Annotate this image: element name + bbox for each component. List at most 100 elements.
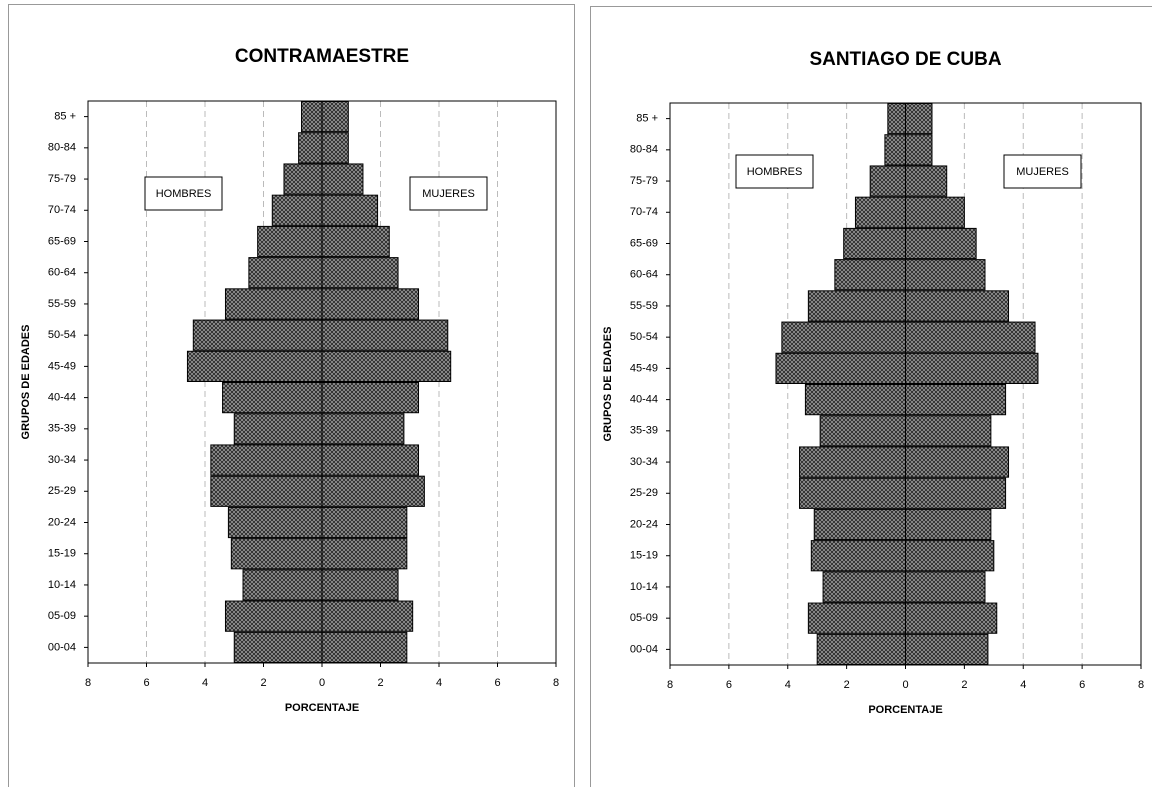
- y-tick-label: 50-54: [630, 331, 658, 343]
- y-tick-label: 85 +: [54, 111, 76, 123]
- legend-label: MUJERES: [1016, 166, 1069, 178]
- y-tick-label: 85 +: [636, 113, 658, 125]
- x-tick-label: 8: [553, 677, 559, 689]
- bar: [186, 350, 323, 382]
- bar: [905, 321, 1036, 353]
- panel-frame: [590, 6, 1152, 787]
- y-tick-label: 40-44: [48, 392, 76, 404]
- y-tick-label: 10-14: [48, 579, 76, 591]
- bar: [905, 540, 995, 572]
- legend-box: [144, 176, 223, 211]
- y-tick-label: 25-29: [630, 487, 658, 499]
- bar: [298, 132, 323, 164]
- bar: [905, 384, 1007, 416]
- bar: [321, 163, 364, 195]
- x-tick-label: 2: [961, 679, 967, 691]
- y-axis-label: GRUPOS DE EDADES: [602, 327, 614, 442]
- y-tick-label: 20-24: [48, 516, 76, 528]
- y-tick-label: 80-84: [48, 142, 76, 154]
- bar: [230, 538, 323, 570]
- bar: [807, 602, 907, 634]
- x-tick-label: 2: [844, 679, 850, 691]
- x-tick-label: 8: [85, 677, 91, 689]
- bar: [210, 444, 323, 476]
- legend-label: HOMBRES: [747, 166, 803, 178]
- x-tick-label: 6: [143, 677, 149, 689]
- x-tick-label: 4: [785, 679, 791, 691]
- bar: [905, 227, 977, 260]
- bar: [321, 631, 408, 663]
- y-tick-label: 70-74: [630, 206, 658, 218]
- y-tick-label: 30-34: [48, 454, 76, 466]
- bar: [905, 415, 992, 447]
- bar: [224, 600, 323, 632]
- bar: [799, 477, 907, 509]
- x-tick-label: 8: [667, 679, 673, 691]
- bar: [321, 382, 420, 414]
- x-tick-label: 6: [494, 677, 500, 689]
- y-tick-label: 35-39: [630, 425, 658, 437]
- bar: [905, 290, 1010, 322]
- x-tick-label: 4: [202, 677, 208, 689]
- y-axis-label: GRUPOS DE EDADES: [20, 325, 32, 440]
- bar: [799, 446, 907, 478]
- y-tick-label: 05-09: [48, 610, 76, 622]
- bar: [321, 538, 408, 570]
- y-tick-label: 15-19: [630, 550, 658, 562]
- bar: [321, 444, 420, 476]
- y-tick-label: 15-19: [48, 548, 76, 560]
- bar: [321, 319, 449, 351]
- bar: [822, 571, 907, 603]
- x-tick-label: 2: [377, 677, 383, 689]
- bar: [222, 382, 323, 414]
- bar: [321, 350, 452, 382]
- x-axis-label: PORCENTAJE: [868, 704, 942, 716]
- bar: [905, 103, 933, 135]
- bar: [233, 631, 323, 663]
- bar: [887, 103, 907, 135]
- bar: [321, 225, 390, 258]
- bar: [271, 194, 323, 226]
- bar: [321, 257, 399, 289]
- bar: [321, 600, 414, 632]
- bar: [321, 506, 408, 539]
- y-tick-label: 05-09: [630, 612, 658, 624]
- bar: [781, 321, 906, 353]
- bar: [905, 571, 986, 603]
- bar: [321, 194, 379, 226]
- bar: [210, 475, 323, 507]
- bar: [884, 134, 906, 166]
- bar: [854, 196, 906, 228]
- y-tick-label: 55-59: [630, 300, 658, 312]
- bar: [301, 101, 323, 133]
- legend-box: [1003, 154, 1082, 189]
- bar: [321, 475, 425, 507]
- legend-box: [735, 154, 814, 189]
- y-tick-label: 00-04: [630, 643, 658, 655]
- bar: [843, 227, 907, 260]
- bar: [321, 132, 349, 164]
- bar: [905, 134, 933, 166]
- y-tick-label: 45-49: [630, 362, 658, 374]
- bar: [905, 259, 986, 291]
- y-tick-label: 20-24: [630, 518, 658, 530]
- bar: [905, 446, 1010, 478]
- x-tick-label: 8: [1138, 679, 1144, 691]
- y-tick-label: 80-84: [630, 144, 658, 156]
- y-tick-label: 65-69: [48, 235, 76, 247]
- legend-label: HOMBRES: [156, 188, 212, 200]
- y-tick-label: 30-34: [630, 456, 658, 468]
- y-tick-label: 60-64: [630, 269, 658, 281]
- bar: [804, 384, 906, 416]
- bar: [905, 477, 1007, 509]
- bar: [775, 352, 906, 384]
- bar: [321, 569, 399, 601]
- y-tick-label: 50-54: [48, 329, 76, 341]
- y-tick-label: 45-49: [48, 360, 76, 372]
- bar: [224, 288, 323, 320]
- bar: [869, 165, 906, 197]
- x-axis-label: PORCENTAJE: [285, 702, 359, 714]
- x-tick-label: 0: [902, 679, 908, 691]
- y-tick-label: 35-39: [48, 423, 76, 435]
